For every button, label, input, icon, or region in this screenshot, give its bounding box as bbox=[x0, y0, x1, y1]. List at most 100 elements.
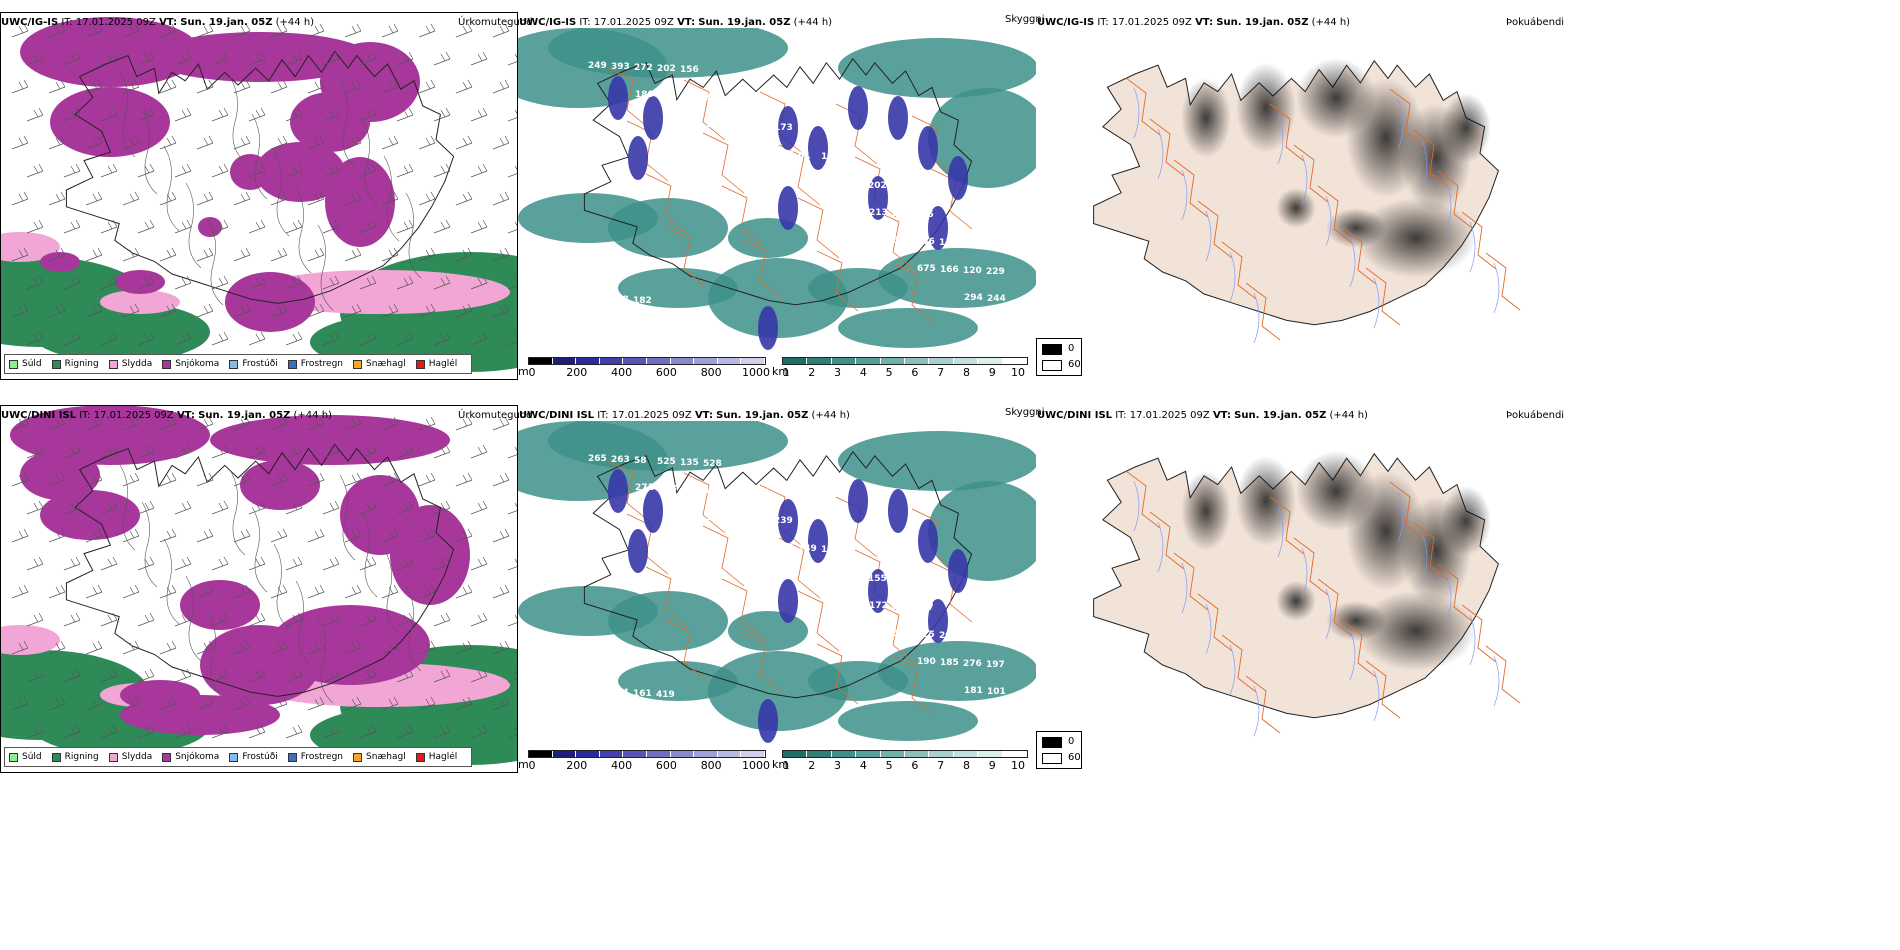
wind-barb bbox=[85, 472, 103, 487]
fog-intensity-area bbox=[1181, 78, 1231, 158]
wind-barb bbox=[307, 303, 325, 318]
legend-swatch bbox=[9, 752, 18, 762]
wind-barb bbox=[270, 640, 288, 655]
wind-barb bbox=[492, 79, 510, 94]
wind-barb bbox=[159, 416, 177, 431]
colorbar-tick: 600 bbox=[655, 759, 677, 772]
wind-barb bbox=[159, 79, 177, 94]
river-line bbox=[383, 548, 400, 635]
high-terrain-area bbox=[808, 519, 828, 563]
it-label: IT: bbox=[1115, 410, 1127, 421]
it-value: 17.01.2025 09Z bbox=[1111, 17, 1192, 28]
low-visibility-area bbox=[708, 258, 848, 338]
legend-swatch bbox=[229, 752, 239, 762]
wind-barb bbox=[122, 79, 140, 94]
river-line bbox=[1493, 655, 1500, 707]
elevation-label: 113 bbox=[775, 543, 794, 553]
wind-barb bbox=[396, 107, 414, 122]
wind-barb bbox=[159, 696, 177, 711]
visibility-colorbar: km 1 2 3 4 5 6 7 8 9 10 bbox=[772, 750, 1034, 772]
road-line bbox=[721, 185, 764, 247]
wind-barb bbox=[137, 724, 155, 739]
elevation-label: 155 bbox=[868, 574, 887, 584]
coastline bbox=[583, 57, 973, 306]
road-line bbox=[1293, 144, 1329, 203]
wind-barb bbox=[174, 612, 192, 627]
model-name: UWC/IG-IS bbox=[519, 17, 577, 28]
colorbar-tick: 6 bbox=[911, 366, 919, 379]
wind-barb bbox=[26, 612, 44, 627]
elevation-label: 216 bbox=[823, 206, 842, 216]
wind-barb bbox=[122, 472, 140, 487]
wind-barb bbox=[100, 331, 118, 346]
elevation-label: 345 bbox=[915, 210, 934, 220]
it-label: IT: bbox=[1097, 17, 1109, 28]
snow-area bbox=[50, 87, 170, 157]
river-line bbox=[295, 187, 312, 274]
elevation-label: 135 bbox=[680, 458, 699, 468]
colorbar-cell bbox=[880, 358, 906, 364]
wind-barb bbox=[270, 23, 288, 38]
wind-barb bbox=[307, 472, 325, 487]
legend-swatch bbox=[51, 752, 61, 762]
road-line bbox=[1221, 634, 1257, 693]
road-line bbox=[683, 472, 726, 534]
legend-label: Frostúði bbox=[242, 359, 278, 369]
wind-barb bbox=[11, 135, 29, 150]
road-line bbox=[645, 566, 688, 628]
colorbar-cell bbox=[905, 751, 930, 757]
fog-intensity-area bbox=[1236, 456, 1296, 546]
wind-barb bbox=[433, 612, 451, 627]
wind-barb bbox=[63, 724, 81, 739]
wind-barb bbox=[418, 303, 436, 318]
wind-barb bbox=[418, 584, 436, 599]
wind-barb bbox=[322, 612, 340, 627]
elevation-label: 249 bbox=[588, 61, 607, 71]
wind-barb bbox=[233, 135, 251, 150]
road-line bbox=[702, 132, 745, 194]
colorbar-cell bbox=[646, 358, 671, 364]
river-line bbox=[185, 575, 202, 662]
colorbar-cells bbox=[528, 750, 766, 758]
wind-barb bbox=[359, 51, 377, 66]
legend-item-frostúði: Frostúði bbox=[229, 359, 278, 369]
elevation-label: 239 bbox=[774, 516, 793, 526]
fog-legend-black-label: 0 bbox=[1068, 343, 1075, 354]
high-terrain-area bbox=[888, 489, 908, 533]
wind-barb bbox=[211, 556, 229, 571]
river-line bbox=[1301, 547, 1308, 599]
panel-header-row2-a: UWC/DINI ISL IT: 17.01.2025 09Z VT: Sun.… bbox=[1, 410, 332, 422]
wind-barb bbox=[11, 303, 29, 318]
legend-swatch bbox=[108, 359, 118, 369]
wind-barb bbox=[48, 247, 66, 262]
coastline bbox=[65, 50, 455, 304]
river-line bbox=[405, 192, 422, 279]
lead-time: (+44 h) bbox=[1311, 17, 1351, 28]
colorbar-cell bbox=[905, 358, 930, 364]
high-terrain-area bbox=[778, 106, 798, 150]
elevation-label: 263 bbox=[611, 455, 630, 465]
wind-barb bbox=[492, 528, 510, 543]
wind-barb bbox=[26, 724, 44, 739]
high-terrain-area bbox=[928, 206, 948, 250]
river-line bbox=[229, 469, 246, 556]
elevation-label: 132 bbox=[704, 486, 723, 496]
wind-barb bbox=[196, 303, 214, 318]
wind-barb bbox=[470, 51, 488, 66]
wind-barb bbox=[48, 191, 66, 206]
elevation-label: 186 bbox=[799, 178, 818, 188]
wind-barb bbox=[470, 107, 488, 122]
panel-title-precip-type: Úrkomutegund bbox=[458, 410, 533, 421]
wind-barb bbox=[233, 416, 251, 431]
wind-barb bbox=[470, 219, 488, 234]
wind-barb bbox=[137, 219, 155, 234]
wind-barb bbox=[137, 556, 155, 571]
elevation-label: 101 bbox=[987, 687, 1006, 697]
road-line bbox=[1269, 103, 1305, 162]
wind-barb bbox=[307, 528, 325, 543]
wind-barb bbox=[359, 612, 377, 627]
elevation-label: 244 bbox=[987, 294, 1006, 304]
vt-label: VT: bbox=[677, 17, 696, 28]
wind-barb bbox=[307, 23, 325, 38]
elevation-label: 185 bbox=[940, 658, 959, 668]
